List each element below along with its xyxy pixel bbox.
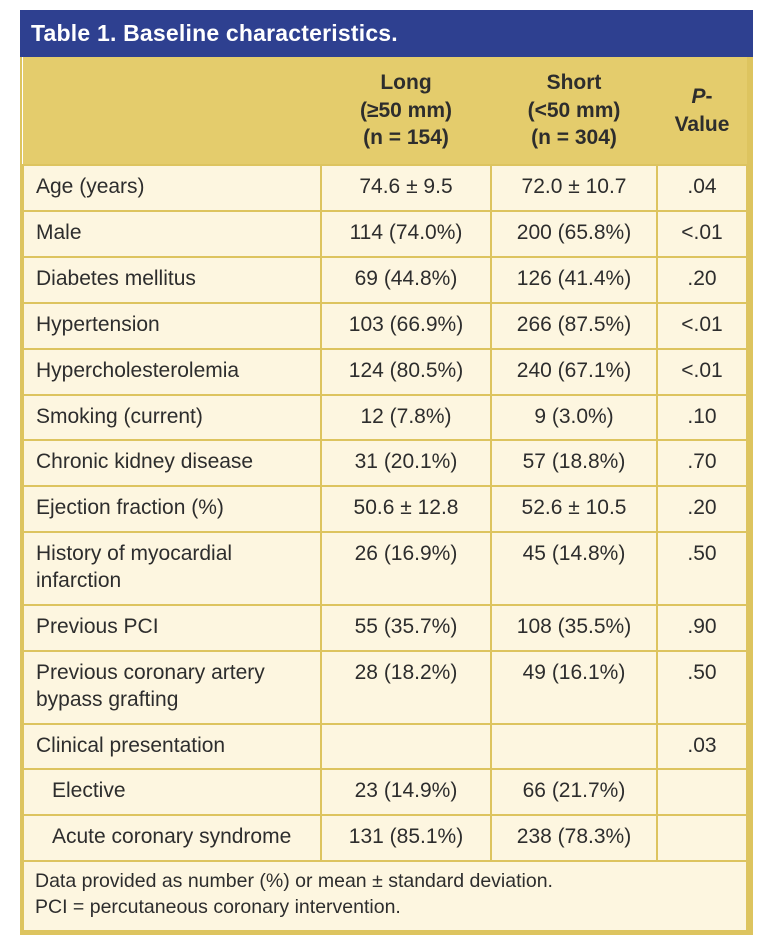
short-value-cell (490, 722, 658, 771)
short-value-cell: 200 (65.8%) (490, 210, 658, 258)
long-value-cell: 131 (85.1%) (320, 814, 492, 863)
table-footnote-row: Data provided as number (%) or mean ± st… (22, 860, 748, 932)
p-value-cell: .10 (656, 393, 748, 442)
p-value-cell: .03 (656, 722, 748, 771)
table-row-age: Age (years) 74.6 ± 9.5 72.0 ± 10.7 .04 (22, 164, 748, 213)
long-value-cell: 124 (80.5%) (320, 347, 492, 396)
p-value-cell: .04 (656, 164, 748, 213)
row-label-cell: Previous PCI (22, 603, 322, 652)
table-row-smoking: Smoking (current) 12 (7.8%) 9 (3.0%) .10 (22, 393, 748, 442)
short-value-cell: 52.6 ± 10.5 (490, 485, 658, 534)
row-label-cell: Smoking (current) (22, 393, 322, 442)
footnote-line-2: PCI = percutaneous coronary intervention… (35, 896, 401, 919)
table-row-diabetes: Diabetes mellitus 69 (44.8%) 126 (41.4%)… (22, 255, 748, 304)
short-value-cell: 66 (21.7%) (490, 768, 658, 817)
p-value-cell: <.01 (656, 301, 748, 350)
row-label-cell: Clinical presentation (22, 722, 322, 771)
row-label-cell: Age (years) (22, 164, 322, 213)
long-value-cell: 69 (44.8%) (320, 255, 492, 304)
row-label-cell: History of myocardial infarction (22, 531, 322, 606)
table-row-previous-pci: Previous PCI 55 (35.7%) 108 (35.5%) .90 (22, 603, 748, 652)
short-value-cell: 45 (14.8%) (490, 531, 658, 606)
table-row-male: Male 114 (74.0%) 200 (65.8%) <.01 (22, 210, 748, 258)
table-figure: Table 1. Baseline characteristics. Long … (20, 10, 753, 935)
row-label-cell: Acute coronary syndrome (22, 814, 322, 863)
table-row-previous-cabg: Previous coronary artery bypass grafting… (22, 649, 748, 725)
p-value-cell: .50 (656, 649, 748, 725)
row-label-cell: Previous coronary artery bypass grafting (22, 649, 322, 725)
table-row-clinical-presentation: Clinical presentation .03 (22, 722, 748, 771)
row-label-cell: Hypercholesterolemia (22, 347, 322, 396)
short-value-cell: 126 (41.4%) (490, 255, 658, 304)
long-value-cell: 55 (35.7%) (320, 603, 492, 652)
table-header: Long (≥50 mm) (n = 154) Short (<50 mm) (… (23, 57, 747, 166)
p-value-cell: .20 (656, 255, 748, 304)
table-row-chronic-kidney-disease: Chronic kidney disease 31 (20.1%) 57 (18… (22, 439, 748, 488)
p-value-cell: <.01 (656, 210, 748, 258)
long-value-cell: 12 (7.8%) (320, 393, 492, 442)
p-value-cell: .70 (656, 439, 748, 488)
long-value-cell: 23 (14.9%) (320, 768, 492, 817)
row-label-cell: Diabetes mellitus (22, 255, 322, 304)
table-row-hypercholesterolemia: Hypercholesterolemia 124 (80.5%) 240 (67… (22, 347, 748, 396)
long-value-cell: 26 (16.9%) (320, 531, 492, 606)
p-value-cell: .20 (656, 485, 748, 534)
row-label-cell: Chronic kidney disease (22, 439, 322, 488)
table-row-history-mi: History of myocardial infarction 26 (16.… (22, 531, 748, 606)
short-value-cell: 49 (16.1%) (490, 649, 658, 725)
table-frame: Long (≥50 mm) (n = 154) Short (<50 mm) (… (20, 57, 753, 935)
short-value-cell: 57 (18.8%) (490, 439, 658, 488)
p-italic: P (691, 84, 706, 108)
table-row-acute-coronary-syndrome: Acute coronary syndrome 131 (85.1%) 238 … (22, 814, 748, 863)
column-header-long: Long (≥50 mm) (n = 154) (321, 57, 491, 166)
row-label-cell: Ejection fraction (%) (22, 485, 322, 534)
long-value-cell: 28 (18.2%) (320, 649, 492, 725)
column-header-p-value: P- Value (657, 57, 747, 166)
row-label-cell: Male (22, 210, 322, 258)
short-value-cell: 266 (87.5%) (490, 301, 658, 350)
short-value-cell: 9 (3.0%) (490, 393, 658, 442)
column-header-short: Short (<50 mm) (n = 304) (491, 57, 657, 166)
table-title-bar: Table 1. Baseline characteristics. (20, 10, 753, 57)
row-label-cell: Elective (22, 768, 322, 817)
column-header-blank (23, 57, 321, 166)
baseline-characteristics-table: Long (≥50 mm) (n = 154) Short (<50 mm) (… (22, 57, 748, 932)
long-value-cell: 50.6 ± 12.8 (320, 485, 492, 534)
p-value-cell (656, 814, 748, 863)
short-value-cell: 240 (67.1%) (490, 347, 658, 396)
p-value-cell (656, 768, 748, 817)
long-value-cell: 31 (20.1%) (320, 439, 492, 488)
long-value-cell: 103 (66.9%) (320, 301, 492, 350)
footnote-line-1: Data provided as number (%) or mean ± st… (35, 870, 553, 893)
short-value-cell: 238 (78.3%) (490, 814, 658, 863)
table-row-hypertension: Hypertension 103 (66.9%) 266 (87.5%) <.0… (22, 301, 748, 350)
p-value-cell: .50 (656, 531, 748, 606)
short-value-cell: 108 (35.5%) (490, 603, 658, 652)
short-value-cell: 72.0 ± 10.7 (490, 164, 658, 213)
p-value-cell: <.01 (656, 347, 748, 396)
long-value-cell: 114 (74.0%) (320, 210, 492, 258)
row-label-cell: Hypertension (22, 301, 322, 350)
table-row-ejection-fraction: Ejection fraction (%) 50.6 ± 12.8 52.6 ±… (22, 485, 748, 534)
table-title: Table 1. Baseline characteristics. (31, 20, 398, 46)
long-value-cell (320, 722, 492, 771)
table-footnote: Data provided as number (%) or mean ± st… (22, 860, 748, 932)
long-value-cell: 74.6 ± 9.5 (320, 164, 492, 213)
table-row-elective: Elective 23 (14.9%) 66 (21.7%) (22, 768, 748, 817)
p-value-cell: .90 (656, 603, 748, 652)
